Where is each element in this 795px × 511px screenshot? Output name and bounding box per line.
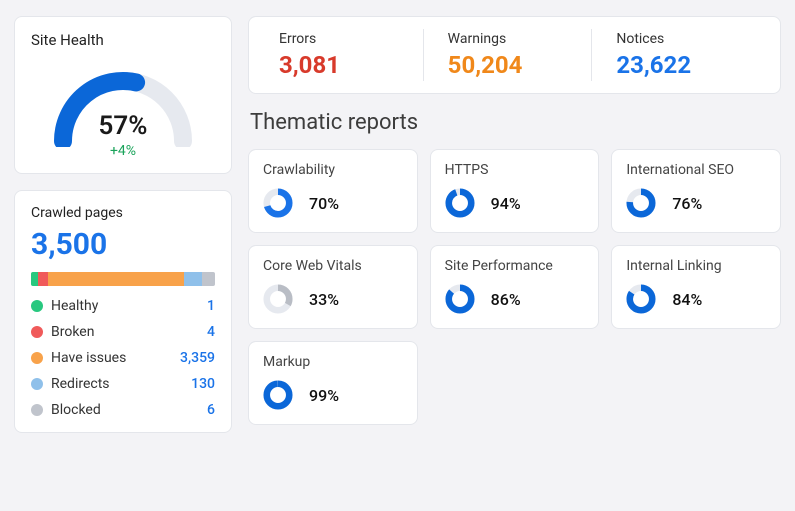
legend-dot: [31, 378, 43, 390]
report-donut: [445, 188, 475, 218]
legend-value: 130: [191, 376, 215, 392]
report-title: HTTPS: [445, 162, 585, 178]
report-donut: [263, 188, 293, 218]
legend-dot: [31, 300, 43, 312]
legend-row[interactable]: Healthy 1: [31, 298, 215, 314]
legend-value: 4: [207, 324, 215, 340]
report-percent: 84%: [672, 290, 702, 309]
thematic-reports-title: Thematic reports: [250, 110, 781, 135]
report-percent: 70%: [309, 194, 339, 213]
warnings-label: Warnings: [448, 31, 582, 47]
report-percent: 86%: [491, 290, 521, 309]
legend-dot: [31, 352, 43, 364]
report-card[interactable]: Core Web Vitals 33%: [248, 245, 418, 329]
legend-label: Broken: [51, 324, 94, 340]
report-donut: [626, 284, 656, 314]
crawled-bar-segment: [184, 272, 202, 286]
crawled-bar-segment: [48, 272, 184, 286]
crawled-pages-bar: [31, 272, 215, 286]
site-health-card[interactable]: Site Health 57% +4%: [14, 16, 232, 174]
errors-cell[interactable]: Errors 3,081: [269, 29, 423, 81]
notices-value: 23,622: [616, 51, 750, 79]
legend-value: 3,359: [180, 350, 215, 366]
report-title: Core Web Vitals: [263, 258, 403, 274]
legend-value: 1: [207, 298, 215, 314]
errors-label: Errors: [279, 31, 413, 47]
crawled-pages-title: Crawled pages: [31, 205, 215, 221]
crawled-bar-segment: [31, 272, 38, 286]
legend-label: Healthy: [51, 298, 98, 314]
legend-dot: [31, 404, 43, 416]
legend-dot: [31, 326, 43, 338]
legend-label: Have issues: [51, 350, 126, 366]
crawled-pages-card[interactable]: Crawled pages 3,500 Healthy 1 Broken 4 Have …: [14, 190, 232, 433]
report-title: Internal Linking: [626, 258, 766, 274]
report-donut: [263, 284, 293, 314]
crawled-bar-segment: [38, 272, 47, 286]
report-title: Crawlability: [263, 162, 403, 178]
crawled-pages-total: 3,500: [31, 227, 215, 262]
legend-label: Redirects: [51, 376, 110, 392]
site-health-delta: +4%: [110, 143, 136, 159]
report-percent: 94%: [491, 194, 521, 213]
warnings-cell[interactable]: Warnings 50,204: [423, 29, 592, 81]
report-percent: 99%: [309, 386, 339, 405]
legend-value: 6: [207, 402, 215, 418]
report-card[interactable]: Crawlability 70%: [248, 149, 418, 233]
report-donut: [445, 284, 475, 314]
report-title: Markup: [263, 354, 403, 370]
report-card[interactable]: Markup 99%: [248, 341, 418, 425]
report-card[interactable]: Site Performance 86%: [430, 245, 600, 329]
report-title: International SEO: [626, 162, 766, 178]
report-card[interactable]: International SEO 76%: [611, 149, 781, 233]
site-health-percent: 57%: [99, 111, 148, 141]
report-card[interactable]: HTTPS 94%: [430, 149, 600, 233]
report-title: Site Performance: [445, 258, 585, 274]
thematic-reports-grid: Crawlability 70% HTTPS 94% International SEO…: [248, 149, 781, 425]
report-donut: [263, 380, 293, 410]
warnings-value: 50,204: [448, 51, 582, 79]
legend-row[interactable]: Blocked 6: [31, 402, 215, 418]
notices-cell[interactable]: Notices 23,622: [591, 29, 760, 81]
legend-row[interactable]: Broken 4: [31, 324, 215, 340]
notices-label: Notices: [616, 31, 750, 47]
site-health-title: Site Health: [31, 31, 215, 49]
report-card[interactable]: Internal Linking 84%: [611, 245, 781, 329]
legend-label: Blocked: [51, 402, 101, 418]
report-percent: 76%: [672, 194, 702, 213]
legend-row[interactable]: Have issues 3,359: [31, 350, 215, 366]
report-donut: [626, 188, 656, 218]
report-percent: 33%: [309, 290, 339, 309]
legend-row[interactable]: Redirects 130: [31, 376, 215, 392]
crawled-pages-legend: Healthy 1 Broken 4 Have issues 3,359 Redirects…: [31, 298, 215, 418]
crawled-bar-segment: [202, 272, 215, 286]
errors-value: 3,081: [279, 51, 413, 79]
issue-counts-card[interactable]: Errors 3,081 Warnings 50,204 Notices 23,…: [248, 16, 781, 94]
